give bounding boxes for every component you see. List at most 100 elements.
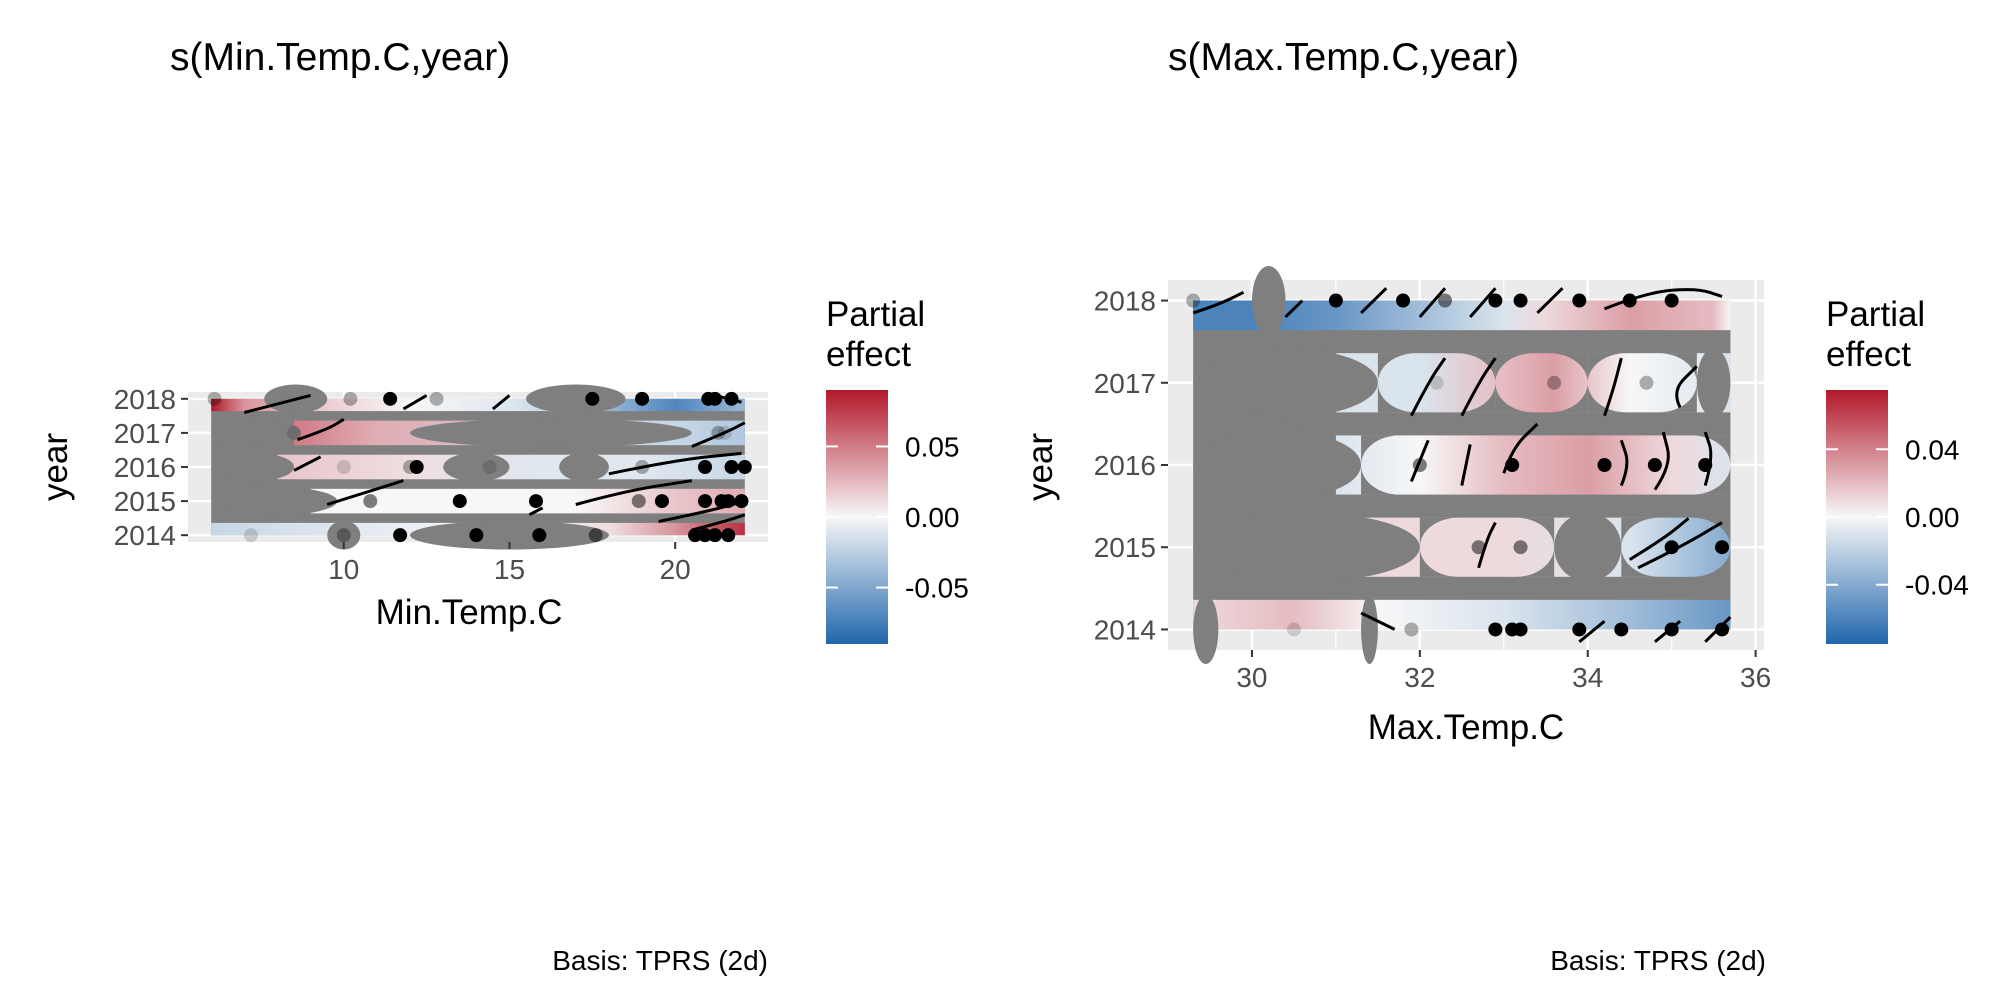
data-point [1572, 622, 1587, 637]
data-point [243, 528, 258, 543]
x-axis-label: Max.Temp.C [1368, 708, 1564, 747]
data-points [207, 391, 752, 543]
y-tick-label: 2016 [1094, 450, 1156, 481]
data-point [336, 528, 351, 543]
data-point [469, 528, 484, 543]
excluded-blob [443, 452, 510, 482]
contour-line [1603, 357, 1623, 417]
lobe-edge [1495, 353, 1588, 413]
data-point [1488, 622, 1503, 637]
data-point [737, 460, 752, 474]
data-point [1513, 622, 1528, 637]
legend: Partial effect 0.04 0.00 -0.04 [1826, 295, 1969, 644]
excluded-blob [410, 520, 609, 550]
contour-line [326, 479, 404, 506]
x-axis-label: Min.Temp.C [376, 593, 563, 632]
data-point [688, 528, 703, 543]
x-tick-label: 20 [660, 554, 691, 585]
y-tick-label: 2016 [114, 452, 176, 483]
legend-tick-label: 0.00 [1905, 502, 1960, 533]
surface-band-2015 [310, 488, 745, 514]
excluded-blob [1251, 266, 1286, 336]
y-tick-label: 2014 [1094, 614, 1156, 645]
data-point [1513, 293, 1528, 308]
contour-line [608, 451, 742, 476]
lobe-edge [1419, 517, 1555, 577]
x-tick-label: 30 [1236, 662, 1267, 693]
contour-line [1360, 287, 1388, 314]
excluded-blob [559, 452, 609, 482]
data-point [1328, 293, 1343, 308]
data-point [1664, 540, 1679, 555]
excluded-blob [1361, 594, 1378, 664]
excluded-regions [1193, 266, 1731, 664]
data-point [631, 494, 646, 509]
data-point [698, 528, 713, 543]
data-point [588, 528, 603, 543]
contour-line [1469, 287, 1497, 318]
x-axis: 10 15 20 [328, 542, 691, 585]
contour-lines [243, 393, 746, 532]
contour-line [243, 393, 311, 414]
data-point [1664, 622, 1679, 637]
chart-min-temp: s(Min.Temp.C,year) 10 15 20 20142015201620… [36, 36, 969, 976]
y-tick-label: 2018 [1094, 286, 1156, 317]
chart-max-temp: s(Max.Temp.C,year) 30 32 34 36 2014 2015 2016… [1021, 36, 1969, 976]
contour-line [1284, 299, 1304, 319]
caption: Basis: TPRS (2d) [1550, 945, 1766, 976]
data-point [717, 425, 732, 440]
contour-line [402, 394, 428, 411]
excluded-blob [1193, 594, 1219, 664]
y-tick-label: 2015 [1094, 532, 1156, 563]
y-axis: 2014 2015 2016 2017 2018 [1094, 286, 1168, 645]
data-point [409, 460, 424, 474]
contour-line [296, 418, 345, 442]
data-point [1396, 293, 1411, 308]
data-point [585, 391, 600, 406]
excluded-blob [211, 452, 295, 482]
data-point [711, 425, 726, 440]
data-point [1614, 622, 1629, 637]
x-tick-label: 10 [328, 554, 359, 585]
excluded-blob [1696, 348, 1731, 418]
data-point [393, 528, 408, 543]
x-tick-label: 36 [1740, 662, 1771, 693]
data-point [336, 460, 351, 474]
contour-line [1410, 357, 1447, 417]
excluded-blob [1193, 348, 1378, 418]
legend-title: Partial effect [1826, 295, 1925, 374]
contour-line [691, 421, 746, 448]
data-point [1412, 458, 1427, 472]
data-point [1622, 293, 1637, 308]
data-point [734, 494, 749, 509]
contour-line [1578, 620, 1606, 643]
excluded-regions [211, 384, 692, 550]
surface-band-2016 [1335, 435, 1731, 495]
x-tick-label: 15 [494, 554, 525, 585]
plot-area [188, 384, 768, 550]
data-point [532, 528, 547, 543]
data-point [1664, 293, 1679, 308]
y-axis-label: year [36, 433, 75, 501]
legend-tick-label: -0.04 [1905, 570, 1969, 601]
data-point [1715, 540, 1730, 555]
data-point [1471, 540, 1486, 555]
data-point [721, 528, 736, 543]
data-point [452, 494, 467, 509]
y-tick-label: 2015 [114, 486, 176, 517]
data-point [1505, 458, 1520, 472]
data-point [1488, 293, 1503, 308]
data-point [529, 494, 543, 509]
excluded-blob [211, 418, 301, 448]
excluded-blob [1193, 430, 1362, 500]
data-point [1715, 622, 1730, 637]
contour-line [1628, 517, 1690, 561]
data-point [1186, 293, 1201, 308]
y-tick-label: 2017 [114, 418, 176, 449]
surface-band-2014 [1193, 599, 1731, 630]
y-tick-label: 2018 [114, 384, 176, 415]
data-point [1647, 458, 1662, 472]
caption: Basis: TPRS (2d) [552, 945, 768, 976]
contour-line [1192, 290, 1245, 315]
data-point [1698, 458, 1713, 472]
